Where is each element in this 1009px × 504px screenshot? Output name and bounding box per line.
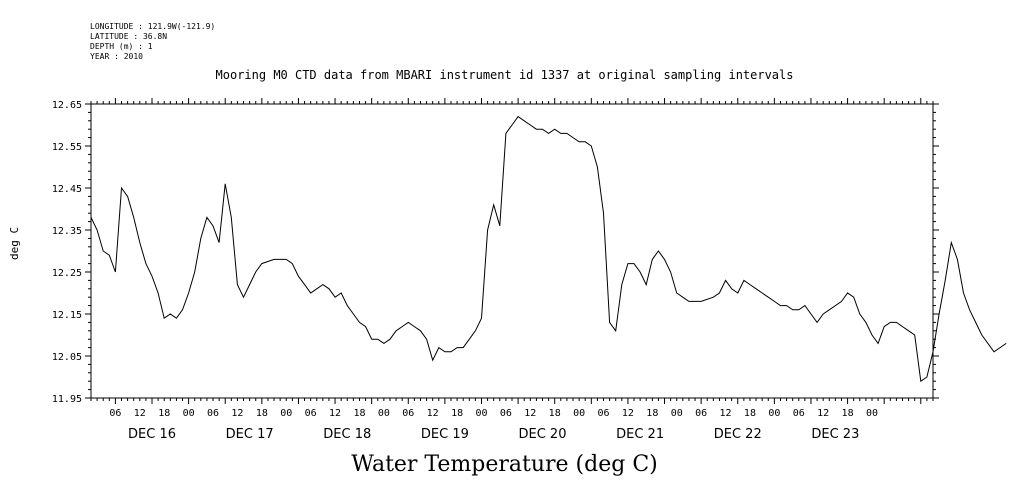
- x-hour-label: 00: [378, 408, 390, 419]
- x-hour-label: 06: [500, 408, 512, 419]
- x-hour-label: 18: [451, 408, 463, 419]
- x-day-label: DEC 17: [226, 427, 274, 442]
- x-hour-label: 18: [549, 408, 561, 419]
- y-axis: 12.65 12.55 12.45 12.35 12.25 12.15 12.05 11.95: [52, 100, 939, 405]
- x-hour-label: 18: [646, 408, 658, 419]
- depth-label: DEPTH (m) : 1: [90, 42, 153, 51]
- latitude-label: LATITUDE : 36.8N: [90, 32, 168, 41]
- x-hour-label: 06: [597, 408, 609, 419]
- x-day-label: DEC 23: [811, 427, 859, 442]
- x-day-label: DEC 18: [323, 427, 371, 442]
- y-tick-label: 12.45: [52, 184, 82, 195]
- x-hour-label: 00: [671, 408, 683, 419]
- x-hour-label: 06: [793, 408, 805, 419]
- x-hour-label: 12: [427, 408, 439, 419]
- x-hour-label: 18: [158, 408, 170, 419]
- y-tick-label: 12.55: [52, 142, 82, 153]
- y-tick-label: 12.15: [52, 310, 82, 321]
- x-hour-label: 06: [402, 408, 414, 419]
- y-tick-label: 12.05: [52, 352, 82, 363]
- y-tick-label: 12.65: [52, 100, 82, 111]
- x-day-label: DEC 19: [421, 427, 469, 442]
- x-hour-label: 18: [256, 408, 268, 419]
- x-hour-label: 12: [524, 408, 536, 419]
- series-line-water-temperature: [90, 115, 1007, 383]
- y-tick-label: 11.95: [52, 394, 82, 405]
- x-hour-label: 12: [622, 408, 634, 419]
- x-hour-label: 12: [817, 408, 829, 419]
- x-hour-label: 12: [231, 408, 243, 419]
- x-hour-label: 00: [573, 408, 585, 419]
- x-axis: 06 12 18 00 06 12 18 00 06 12 18 00 06 12 18 00 06 12 18 00…: [90, 98, 934, 442]
- x-hour-label: 00: [475, 408, 487, 419]
- x-day-label: DEC 22: [714, 427, 762, 442]
- longitude-label: LONGITUDE : 121.9W(-121.9): [90, 22, 216, 31]
- x-hour-label: 12: [720, 408, 732, 419]
- chart-title: Mooring M0 CTD data from MBARI instrumen…: [215, 68, 794, 82]
- x-hour-label: 06: [109, 408, 121, 419]
- x-hour-label: 18: [842, 408, 854, 419]
- plot-frame: [90, 103, 934, 399]
- x-day-label: DEC 16: [128, 427, 176, 442]
- x-hour-label: 00: [866, 408, 878, 419]
- x-hour-label: 06: [695, 408, 707, 419]
- x-hour-label: 00: [768, 408, 780, 419]
- x-hour-label: 12: [329, 408, 341, 419]
- x-hour-label: 06: [305, 408, 317, 419]
- x-axis-label: Water Temperature (deg C): [351, 452, 658, 477]
- x-hour-label: 18: [744, 408, 756, 419]
- x-day-label: DEC 20: [519, 427, 567, 442]
- x-day-label: DEC 21: [616, 427, 664, 442]
- x-hour-label: 12: [134, 408, 146, 419]
- x-hour-label: 18: [353, 408, 365, 419]
- year-label: YEAR : 2010: [90, 52, 143, 61]
- x-hour-label: 06: [207, 408, 219, 419]
- x-hour-label: 00: [183, 408, 195, 419]
- x-hour-label: 00: [280, 408, 292, 419]
- y-tick-label: 12.25: [52, 268, 82, 279]
- y-tick-label: 12.35: [52, 226, 82, 237]
